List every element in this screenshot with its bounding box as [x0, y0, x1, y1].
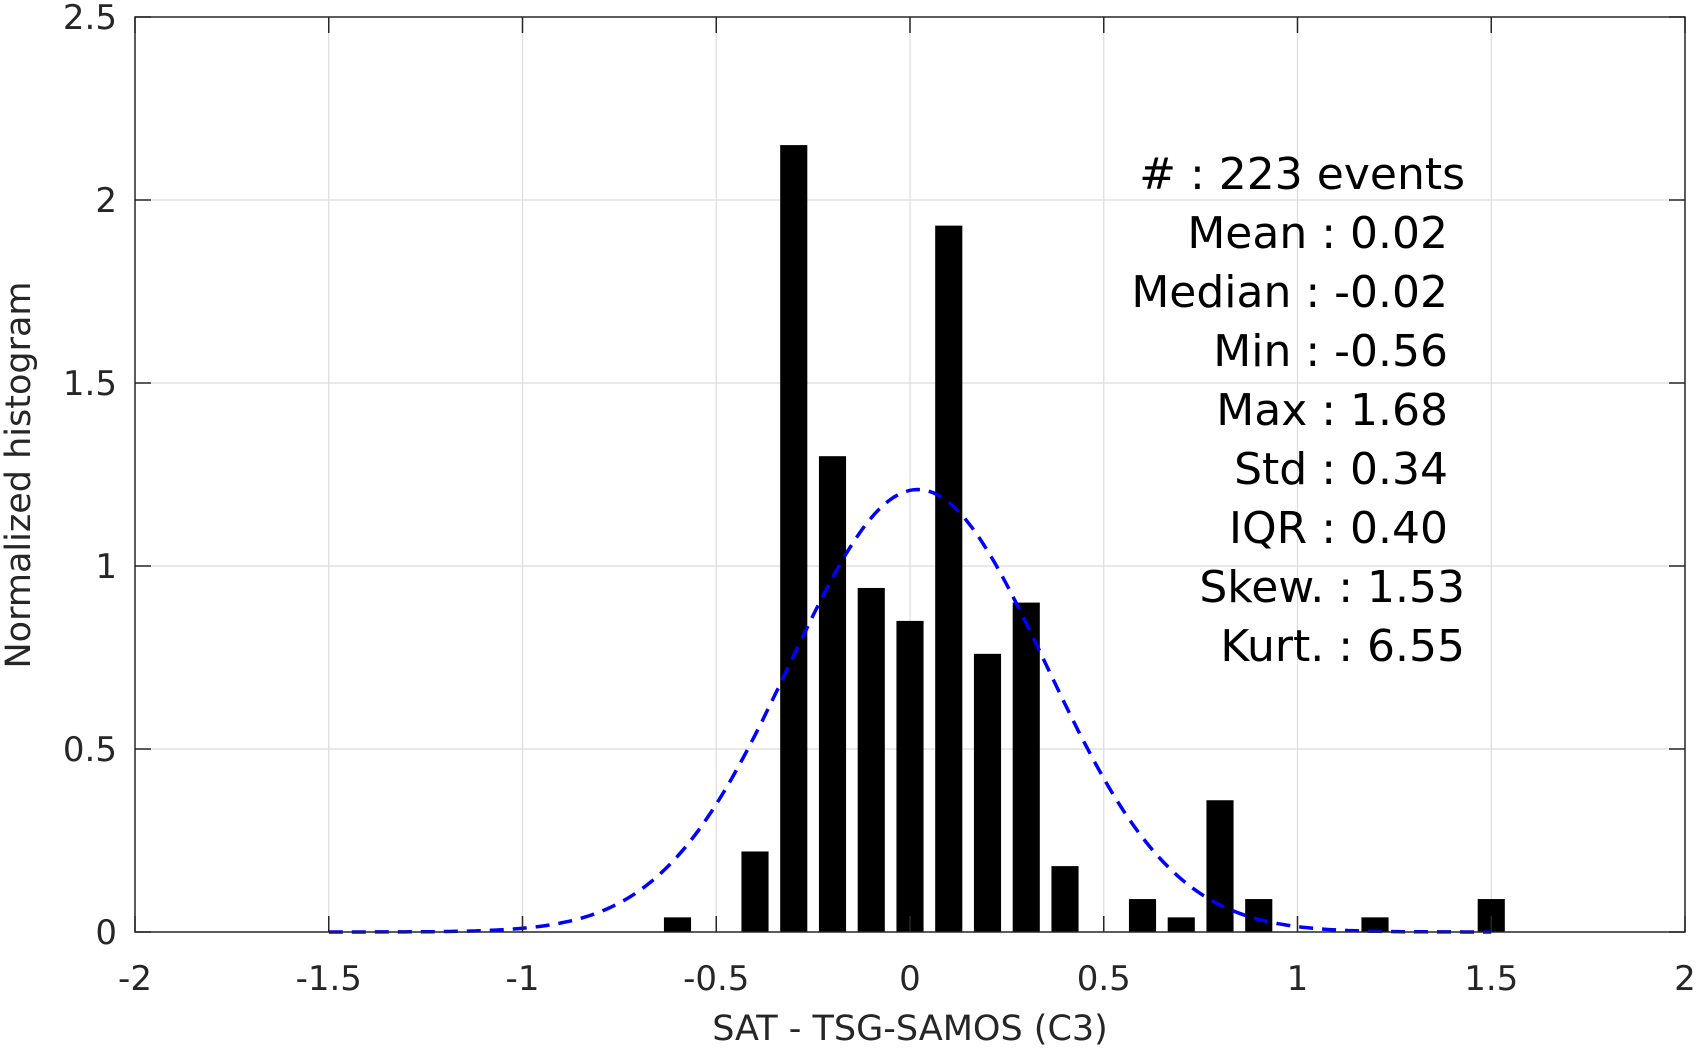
histogram-bar	[1206, 800, 1234, 932]
y-tick-label: 1	[95, 547, 117, 587]
grid-lines	[135, 17, 1685, 932]
x-tick-label: -2	[118, 959, 152, 999]
x-axis-label: SAT - TSG-SAMOS (C3)	[712, 1009, 1108, 1049]
histogram-bar	[1167, 917, 1195, 932]
histogram-bar	[1012, 602, 1040, 932]
stats-line: Kurt. : 6.55	[1220, 621, 1465, 672]
stats-line: Min : -0.56	[1213, 326, 1448, 377]
x-tick-labels: -2 -1.5 -1 -0.5 0 0.5 1 1.5 2	[118, 959, 1696, 999]
histogram-bar	[896, 620, 924, 932]
bar-series	[663, 145, 1505, 933]
y-tick-label: 0	[95, 913, 117, 953]
y-tick-label: 2	[95, 181, 117, 221]
histogram-bar	[1361, 917, 1389, 932]
y-tick-label: 2.5	[63, 0, 117, 38]
stats-line: Mean : 0.02	[1187, 208, 1448, 259]
y-tick-labels: 0 0.5 1 1.5 2 2.5	[63, 0, 117, 953]
histogram-bar	[1051, 866, 1079, 932]
stats-line: Median : -0.02	[1131, 267, 1448, 318]
histogram-bar	[973, 653, 1002, 932]
histogram-bar	[741, 851, 769, 932]
x-tick-label: 0.5	[1077, 959, 1131, 999]
axis-ticks	[134, 16, 1686, 933]
stats-annotation: # : 223 events Mean : 0.02 Median : -0.02 M…	[1131, 149, 1465, 672]
stats-line: IQR : 0.40	[1229, 503, 1448, 554]
x-tick-label: -0.5	[683, 959, 749, 999]
histogram-bar	[935, 225, 963, 932]
x-tick-label: 2	[1674, 959, 1696, 999]
stats-line: Std : 0.34	[1234, 444, 1448, 495]
stats-line: # : 223 events	[1139, 149, 1465, 200]
histogram-bar	[1128, 899, 1157, 932]
y-tick-label: 0.5	[63, 730, 117, 770]
stats-line: Skew. : 1.53	[1199, 562, 1465, 613]
histogram-bar	[1245, 899, 1273, 932]
y-tick-label: 1.5	[63, 364, 117, 404]
histogram-bar	[663, 917, 692, 932]
x-tick-label: -1	[506, 959, 540, 999]
x-tick-label: 1.5	[1464, 959, 1518, 999]
histogram-bar	[780, 145, 808, 933]
y-axis-label: Normalized histogram	[0, 281, 39, 668]
histogram-bar	[857, 587, 885, 932]
stats-line: Max : 1.68	[1216, 385, 1448, 436]
x-tick-label: 0	[899, 959, 921, 999]
x-tick-label: 1	[1287, 959, 1309, 999]
x-tick-label: -1.5	[296, 959, 362, 999]
histogram-bar	[818, 456, 847, 932]
